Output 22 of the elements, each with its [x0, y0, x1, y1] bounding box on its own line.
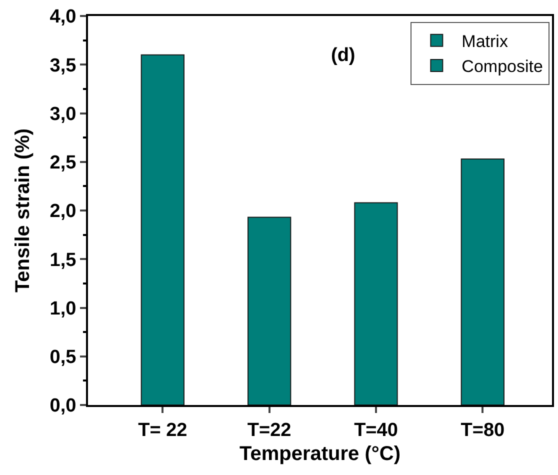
y-tick-label: 3,5 — [50, 55, 77, 76]
x-tick-label: T= 22 — [138, 420, 188, 441]
y-tick-label: 0,5 — [50, 347, 77, 368]
y-tick-label: 3,0 — [50, 104, 76, 125]
legend-label: Composite — [462, 57, 543, 76]
x-axis-title: Temperature (°C) — [240, 442, 400, 465]
y-tick-label: 4,0 — [50, 6, 76, 28]
y-tick-label: 2,5 — [50, 152, 77, 174]
legend-label: Matrix — [462, 32, 508, 52]
y-tick-label: 1,0 — [50, 298, 76, 320]
y-tick-label: 0,0 — [50, 396, 76, 417]
y-axis-title: Tensile strain (%) — [12, 128, 34, 293]
bar — [248, 216, 292, 405]
y-tick-label: 2,0 — [50, 201, 76, 222]
annotation: (d) — [331, 45, 356, 66]
y-tick-label: 1,5 — [50, 250, 77, 271]
x-tick-label: T=40 — [354, 420, 398, 441]
bar — [140, 54, 184, 405]
x-tick-label: T=22 — [247, 420, 292, 441]
x-tick-label: T=80 — [460, 420, 505, 441]
bar — [460, 158, 504, 405]
bar — [354, 202, 398, 405]
